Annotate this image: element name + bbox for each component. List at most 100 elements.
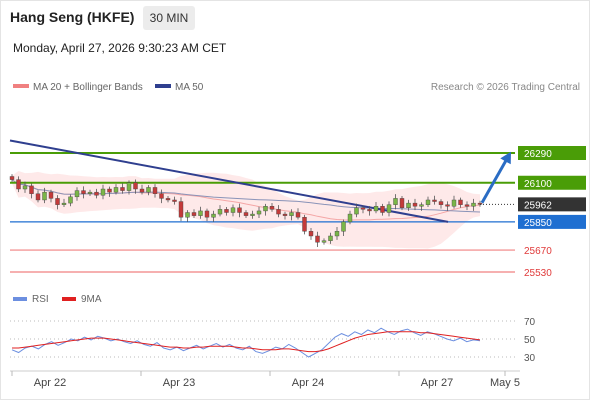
candle-body <box>198 210 203 216</box>
current-price-box <box>518 197 586 212</box>
rsi-ma-legend-label: 9MA <box>81 294 102 305</box>
candle-body <box>100 188 106 196</box>
candle-body <box>42 191 47 201</box>
candle-body <box>302 216 307 232</box>
candle-body <box>107 188 112 193</box>
candle-body <box>48 191 54 199</box>
price-panel: 26290 26100 25850 25670 25530 25962 <box>9 139 586 279</box>
candle-body <box>191 212 197 216</box>
candle-body <box>9 176 15 180</box>
support-label-box <box>518 214 586 229</box>
candle-body <box>341 221 346 232</box>
candle-body <box>263 206 268 212</box>
candle-body <box>68 196 73 204</box>
candle-body <box>172 199 177 202</box>
bollinger-legend-label: MA 20 + Bollinger Bands <box>33 82 143 93</box>
candle-body <box>334 231 340 237</box>
candle-body <box>295 212 301 218</box>
copyright-text: Research © 2026 Trading Central <box>431 82 580 93</box>
ma50-legend-swatch <box>155 84 171 88</box>
rsi-line <box>11 327 481 358</box>
candle-body <box>393 198 398 205</box>
candle-body <box>347 213 353 223</box>
candle-body <box>328 235 333 241</box>
candle-body <box>146 187 151 193</box>
candle-body <box>471 202 476 207</box>
candle-body <box>464 204 470 207</box>
candle-body <box>360 207 366 210</box>
candle-body <box>276 209 281 215</box>
support-label: 25850 <box>524 218 552 229</box>
rsi-tick-label: 70 <box>524 317 536 328</box>
candle-body <box>386 204 392 213</box>
candle-body <box>35 193 41 201</box>
candle-body <box>399 198 405 209</box>
candle-body <box>308 231 314 237</box>
timestamp: Monday, April 27, 2026 9:30:23 AM CET <box>13 41 227 55</box>
candle-body <box>74 190 80 198</box>
candle-body <box>289 212 294 216</box>
support-label: 25670 <box>524 246 552 257</box>
candle-body <box>269 206 275 210</box>
timeframe-button[interactable]: 30 MIN <box>143 6 195 30</box>
candle-body <box>315 235 320 243</box>
candle-body <box>94 191 99 196</box>
candle-body <box>159 193 164 199</box>
rsi-legend-label: RSI <box>32 294 49 305</box>
ma50-legend-label: MA 50 <box>175 82 204 93</box>
candle-body <box>354 207 359 215</box>
candle-body <box>419 204 424 207</box>
candle-body <box>445 204 450 207</box>
support-label: 25530 <box>524 268 552 279</box>
candle-body <box>458 199 463 205</box>
candle-body <box>250 213 255 216</box>
candle-body <box>29 185 34 194</box>
candle-body <box>230 207 236 213</box>
candle-body <box>217 209 223 215</box>
rsi-ma-line <box>12 331 481 353</box>
rsi-panel: 70 50 30 <box>10 317 536 364</box>
candle-body <box>81 190 86 194</box>
bollinger-legend-swatch <box>13 84 29 88</box>
candle-body <box>61 202 67 205</box>
forecast-arrow-head <box>500 151 511 165</box>
candle-body <box>120 187 125 191</box>
candle-body <box>282 213 288 216</box>
candle-body <box>204 210 210 218</box>
forecast-arrow-shaft <box>480 156 510 204</box>
rsi-tick-label: 50 <box>524 335 536 346</box>
candle-body <box>406 202 411 209</box>
candle-body <box>425 199 431 205</box>
candle-body <box>432 199 437 202</box>
x-tick-label: May 5 <box>490 377 520 389</box>
instrument-title: Hang Seng (HKFE) <box>10 9 135 25</box>
candle-body <box>211 213 216 218</box>
candle-body <box>139 188 145 193</box>
candle-body <box>237 207 242 213</box>
candle-body <box>22 185 28 190</box>
candle-body <box>165 198 171 201</box>
candle-body <box>367 209 372 212</box>
current-price-label: 25962 <box>524 200 552 211</box>
rsi-legend-swatch <box>13 297 27 301</box>
candle-body <box>16 179 21 190</box>
candle-body <box>451 199 457 207</box>
resistance-label-box <box>518 175 586 190</box>
candle-body <box>87 191 93 194</box>
candle-body <box>380 206 385 213</box>
candle-body <box>133 182 138 190</box>
candle-body <box>438 201 444 205</box>
rsi-ma-legend-swatch <box>62 297 76 301</box>
candle-body <box>373 206 379 212</box>
candle-body <box>321 240 327 243</box>
resistance-label: 26100 <box>524 179 552 190</box>
candle-body <box>224 209 229 213</box>
resistance-label: 26290 <box>524 149 552 160</box>
candle-body <box>126 182 132 191</box>
candle-body <box>412 202 418 207</box>
x-tick-label: Apr 24 <box>292 377 324 389</box>
rsi-tick-label: 30 <box>524 353 536 364</box>
x-tick-label: Apr 27 <box>421 377 453 389</box>
candle-body <box>152 187 158 194</box>
